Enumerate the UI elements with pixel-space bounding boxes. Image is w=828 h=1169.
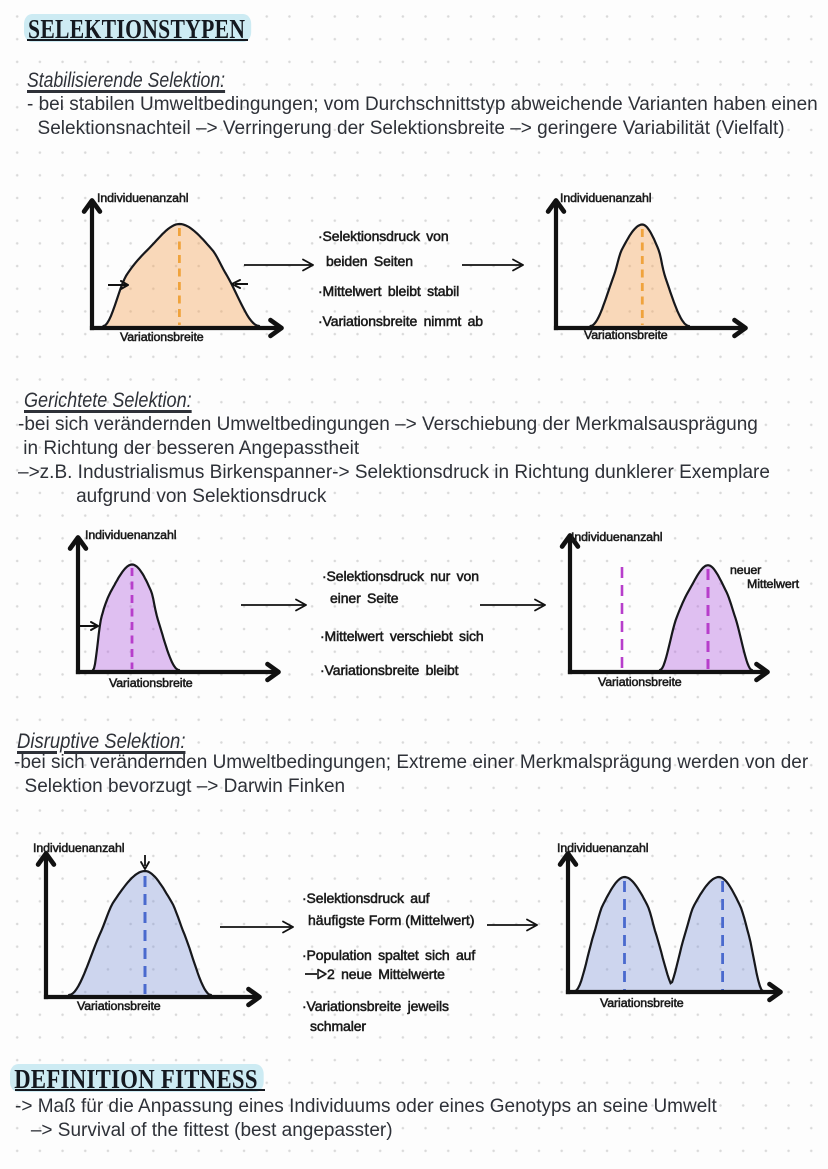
svg-text:·Variationsbreite jeweils: ·Variationsbreite jeweils	[302, 998, 449, 1014]
svg-text:Individuenanzahl: Individuenanzahl	[97, 191, 188, 205]
svg-text:Variationsbreite: Variationsbreite	[584, 328, 668, 342]
svg-text:Variationsbreite: Variationsbreite	[109, 676, 193, 690]
svg-text:Variationsbreite: Variationsbreite	[600, 996, 684, 1010]
svg-text:·Mittelwert bleibt stabil: ·Mittelwert bleibt stabil	[318, 283, 459, 299]
svg-text:·Population spaltet sich auf: ·Population spaltet sich auf	[302, 947, 475, 963]
svg-text:Variationsbreite: Variationsbreite	[598, 675, 682, 689]
svg-text:Variationsbreite: Variationsbreite	[120, 330, 204, 344]
svg-text:Individuenanzahl: Individuenanzahl	[557, 841, 648, 855]
svg-text:Individuenanzahl: Individuenanzahl	[560, 191, 651, 205]
svg-text:Mittelwert: Mittelwert	[747, 577, 800, 591]
svg-text:·Variationsbreite nimmt ab: ·Variationsbreite nimmt ab	[318, 313, 483, 329]
svg-text:·Mittelwert verschiebt sich: ·Mittelwert verschiebt sich	[320, 628, 484, 644]
svg-text:2 neue Mittelwerte: 2 neue Mittelwerte	[327, 966, 445, 982]
svg-text:neuer: neuer	[730, 563, 761, 577]
svg-text:·Selektionsdruck von: ·Selektionsdruck von	[318, 228, 449, 244]
svg-text:häufigste Form (Mittelwert): häufigste Form (Mittelwert)	[308, 912, 474, 928]
svg-text:einer Seite: einer Seite	[330, 590, 399, 606]
svg-text:·Selektionsdruck auf: ·Selektionsdruck auf	[302, 890, 430, 906]
svg-text:·Selektionsdruck nur von: ·Selektionsdruck nur von	[322, 568, 479, 584]
svg-text:Variationsbreite: Variationsbreite	[77, 999, 161, 1013]
svg-text:·Variationsbreite bleibt: ·Variationsbreite bleibt	[320, 662, 459, 678]
svg-text:Individuenanzahl: Individuenanzahl	[571, 530, 662, 544]
svg-text:schmaler: schmaler	[310, 1018, 366, 1034]
svg-text:beiden Seiten: beiden Seiten	[326, 253, 413, 269]
svg-text:Individuenanzahl: Individuenanzahl	[85, 528, 176, 542]
svg-text:Individuenanzahl: Individuenanzahl	[33, 841, 124, 855]
